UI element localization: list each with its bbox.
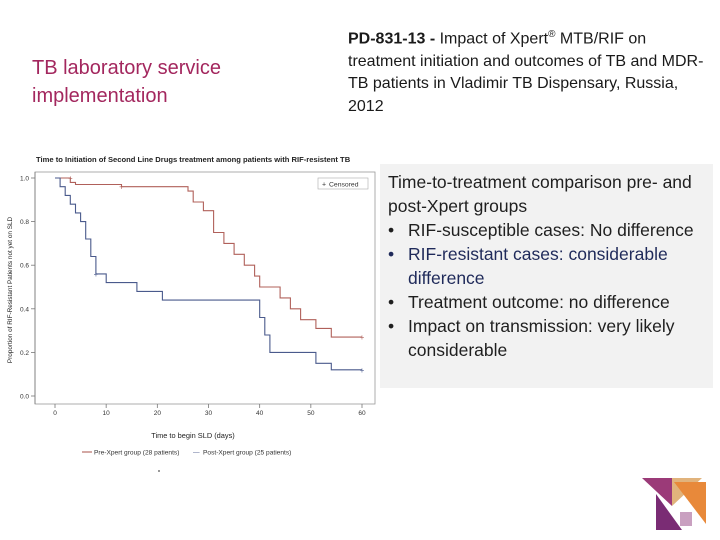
paper-title: PD-831-13 - Impact of Xpert® MTB/RIF on …: [348, 24, 718, 118]
summary-heading: Time-to-treatment comparison pre- and po…: [388, 172, 692, 216]
bullet-icon: •: [388, 316, 395, 336]
y-tick-label: 0.6: [20, 263, 29, 270]
x-tick-label: 40: [256, 410, 264, 417]
y-tick-label: 0.2: [20, 350, 29, 357]
plot-frame: [34, 171, 376, 405]
decorative-dot: [158, 470, 160, 472]
x-tick-label: 10: [103, 410, 111, 417]
summary-box: Time-to-treatment comparison pre- and po…: [380, 164, 713, 388]
censored-marker: +: [119, 183, 124, 192]
y-axis-label: Proportion of RIF-Resistant Patients not…: [7, 216, 14, 363]
summary-bullet: • Impact on transmission: very likely con…: [388, 314, 713, 362]
summary-bullet-text: Impact on transmission: very likely cons…: [408, 316, 675, 360]
y-tick-label: 0.8: [20, 219, 29, 226]
x-tick-label: 20: [154, 410, 162, 417]
bullet-icon: •: [388, 220, 395, 240]
section-title: TB laboratory service implementation: [32, 57, 221, 107]
x-axis-label: Time to begin SLD (days): [151, 431, 235, 440]
summary-bullet: • RIF-resistant cases: considerable diffe…: [388, 242, 713, 290]
censored-marker: +: [68, 174, 73, 183]
y-tick-label: 0.4: [20, 306, 29, 313]
censored-legend-symbol: +: [322, 182, 326, 189]
summary-bullet-text: RIF-resistant cases: considerable differ…: [408, 244, 668, 288]
post-xpert-line: [55, 177, 362, 371]
chart-title: Time to Initiation of Second Line Drugs …: [36, 155, 351, 164]
summary-list: • RIF-susceptible cases: No difference • R…: [388, 218, 713, 362]
legend-label-post: Post-Xpert group (25 patients): [203, 450, 291, 457]
paper-title-post: MTB/RIF on treatment initiation and outc…: [348, 30, 704, 115]
censored-legend-box: [317, 177, 369, 190]
summary-bullet-text: RIF-susceptible cases: No difference: [408, 220, 694, 240]
km-chart: Time to Initiation of Second Line Drugs …: [0, 150, 385, 470]
x-tick-label: 50: [307, 410, 315, 417]
censored-marker: +: [360, 333, 365, 342]
x-tick-label: 30: [205, 410, 213, 417]
x-tick-label: 0: [53, 410, 57, 417]
paper-title-pre: Impact of Xpert: [435, 30, 549, 48]
legend-label-pre: Pre-Xpert group (28 patients): [94, 450, 179, 457]
paper-id: PD-831-13 -: [348, 30, 436, 48]
registered-mark: ®: [548, 29, 556, 40]
y-tick-label: 0.0: [20, 394, 29, 401]
censored-marker: +: [94, 270, 99, 279]
legend-swatch-post: —: [193, 450, 200, 457]
summary-bullet: • RIF-susceptible cases: No difference: [388, 218, 713, 242]
km-chart-svg: Time to Initiation of Second Line Drugs …: [7, 155, 376, 457]
summary-bullet-text: Treatment outcome: no difference: [408, 292, 670, 312]
summary-bullet: • Treatment outcome: no difference: [388, 290, 713, 314]
pre-xpert-line: [55, 177, 362, 338]
censored-marker: +: [360, 366, 365, 375]
x-tick-label: 60: [358, 410, 366, 417]
brand-logo-icon: [642, 478, 706, 530]
censored-legend-label: Censored: [329, 182, 359, 189]
bullet-icon: •: [388, 292, 395, 312]
y-tick-label: 1.0: [20, 176, 29, 183]
bullet-icon: •: [388, 244, 395, 264]
